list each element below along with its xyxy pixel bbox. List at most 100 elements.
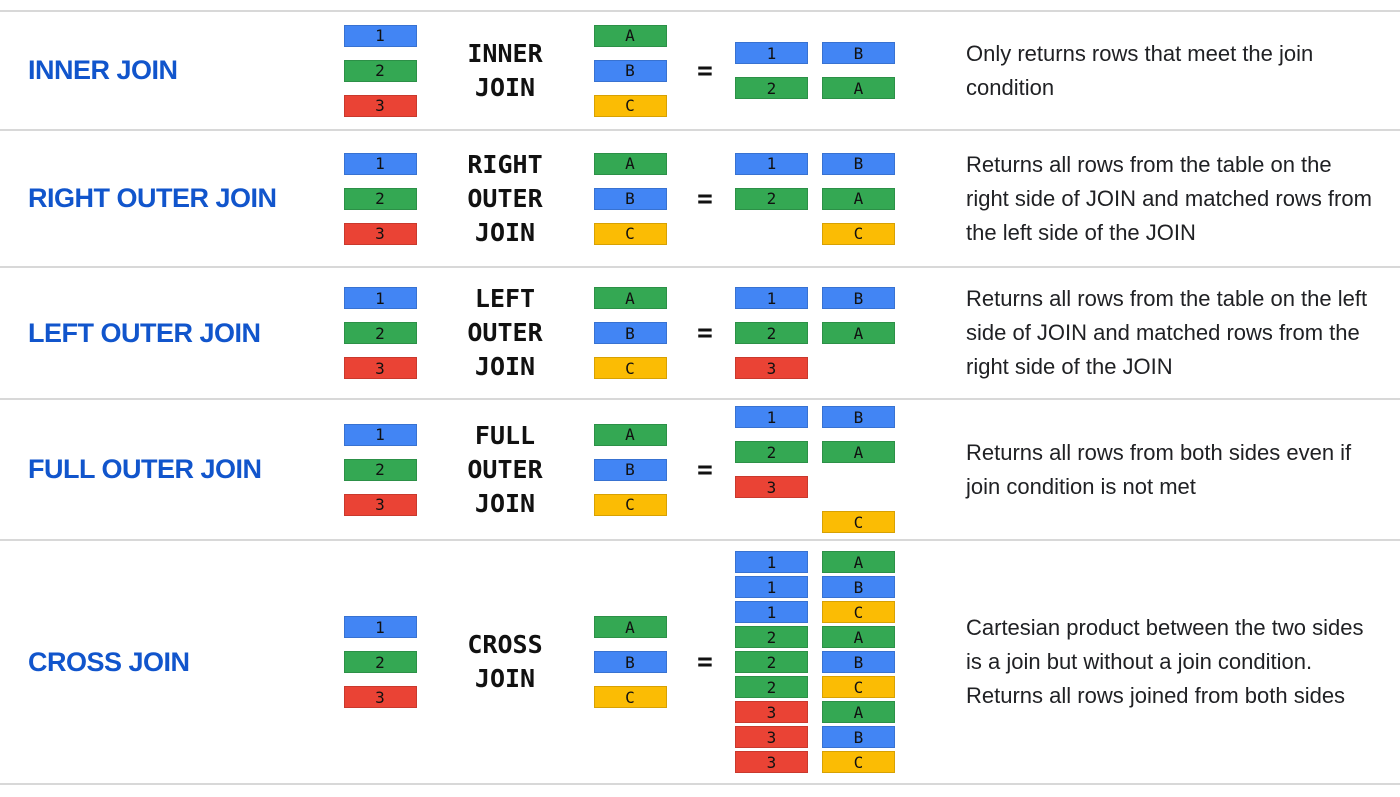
table-cell-a: A <box>822 626 895 648</box>
table-cell-3: 3 <box>343 357 417 379</box>
table-cell-b: B <box>822 576 895 598</box>
description-column: Cartesian product between the two sides … <box>910 611 1400 713</box>
table-cell-3: 3 <box>343 94 417 117</box>
table-cell-1: 1 <box>735 152 808 175</box>
table-cell-3: 3 <box>735 357 808 379</box>
join-description: Returns all rows from the table on the r… <box>966 151 1372 245</box>
table-cell-1: 1 <box>735 287 808 309</box>
table-cell-2: 2 <box>735 626 808 648</box>
table-cell-3: 3 <box>343 493 417 516</box>
join-operator-line: CROSS <box>467 630 543 659</box>
join-operator-line: OUTER <box>467 183 543 213</box>
table-cell-a: A <box>593 152 667 175</box>
table-cell-b: B <box>593 59 667 82</box>
left-table: 1 2 3 <box>335 287 425 379</box>
table-cell-2: 2 <box>735 322 808 344</box>
equals-sign: = <box>697 183 713 214</box>
left-table: 1 2 3 <box>335 152 425 245</box>
table-cell-c: C <box>822 751 895 773</box>
join-operator-label: INNER JOIN <box>425 37 585 105</box>
table-cell-b: B <box>822 406 895 428</box>
table-cell-1: 1 <box>735 42 808 64</box>
table-cell-b: B <box>822 152 895 175</box>
table-cell-1: 1 <box>735 406 808 428</box>
table-cell-c: C <box>593 94 667 117</box>
table-cell-1: 1 <box>343 152 417 175</box>
table-cell-3: 3 <box>343 222 417 245</box>
table-cell-c: C <box>593 222 667 245</box>
table-cell-1: 1 <box>343 24 417 47</box>
left-table: 1 2 3 <box>335 24 425 117</box>
table-cell-a: A <box>593 616 667 638</box>
table-cell-2: 2 <box>343 187 417 210</box>
table-cell-2: 2 <box>343 59 417 82</box>
join-operator-line: JOIN <box>474 664 536 693</box>
table-cell-1: 1 <box>735 601 808 623</box>
table-cell-1: 1 <box>735 576 808 598</box>
table-cell-2: 2 <box>735 441 808 463</box>
join-title: LEFT OUTER JOIN <box>28 317 261 348</box>
table-cell-a: A <box>822 77 895 99</box>
table-cell-c: C <box>822 511 895 533</box>
table-cell-c: C <box>593 357 667 379</box>
join-title: FULL OUTER JOIN <box>28 454 262 484</box>
empty-cell <box>822 476 895 498</box>
table-cell-1: 1 <box>343 287 417 309</box>
table-cell-3: 3 <box>735 751 808 773</box>
table-cell-2: 2 <box>343 322 417 344</box>
join-title: CROSS JOIN <box>28 646 190 677</box>
table-cell-a: A <box>822 701 895 723</box>
table-cell-c: C <box>822 601 895 623</box>
table-cell-2: 2 <box>343 458 417 481</box>
join-title-column: LEFT OUTER JOIN <box>0 318 335 349</box>
table-cell-2: 2 <box>735 676 808 698</box>
empty-cell <box>735 223 808 245</box>
table-cell-a: A <box>822 187 895 210</box>
description-column: Returns all rows from the table on the r… <box>910 148 1400 250</box>
description-column: Returns all rows from both sides even if… <box>910 436 1400 504</box>
join-operator-line: LEFT <box>474 284 536 313</box>
table-cell-b: B <box>822 287 895 309</box>
table-cell-a: A <box>593 287 667 309</box>
join-operator-line: OUTER <box>467 454 543 484</box>
table-cell-c: C <box>822 222 895 245</box>
equals-sign: = <box>697 318 713 348</box>
table-cell-2: 2 <box>343 651 417 673</box>
join-operator-label: CROSS JOIN <box>425 628 585 696</box>
join-description: Returns all rows from the table on the l… <box>966 286 1368 379</box>
left-table: 1 2 3 <box>335 423 425 516</box>
join-operator-line: FULL <box>474 420 536 450</box>
join-operator-line: JOIN <box>474 217 536 247</box>
join-operator-line: RIGHT <box>467 149 543 179</box>
table-cell-1: 1 <box>343 616 417 638</box>
table-cell-c: C <box>593 686 667 708</box>
join-title-column: CROSS JOIN <box>0 647 335 678</box>
join-description: Cartesian product between the two sides … <box>966 615 1364 708</box>
table-cell-2: 2 <box>735 651 808 673</box>
join-operator-line: INNER <box>467 38 543 68</box>
join-title: RIGHT OUTER JOIN <box>28 183 277 213</box>
table-cell-b: B <box>593 458 667 481</box>
description-column: Returns all rows from the table on the l… <box>910 282 1400 384</box>
table-cell-3: 3 <box>735 726 808 748</box>
table-cell-b: B <box>822 651 895 673</box>
table-cell-3: 3 <box>735 701 808 723</box>
join-operator-label: LEFT OUTER JOIN <box>425 282 585 384</box>
equals-sign: = <box>697 647 713 677</box>
equals-sign: = <box>697 55 713 86</box>
join-title: INNER JOIN <box>28 55 178 85</box>
